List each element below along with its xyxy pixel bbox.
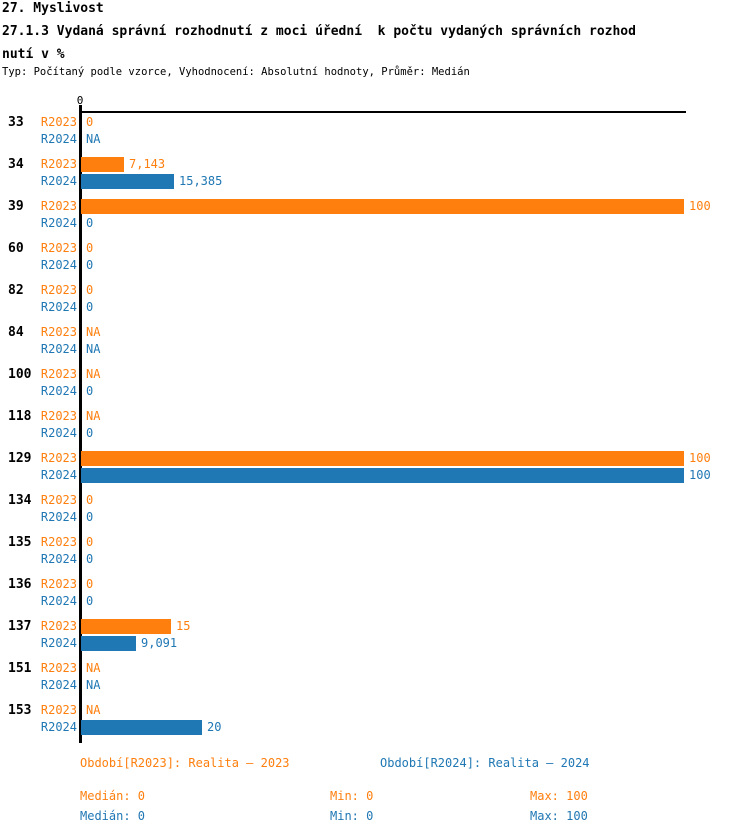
x-axis-tick-label: 0 <box>76 94 84 107</box>
value-label-r2023-cat-153: NA <box>86 703 101 717</box>
series-label-r2024: R2024 <box>40 384 77 398</box>
value-label-r2024-cat-136: 0 <box>86 594 94 608</box>
value-label-r2024-cat-84: NA <box>86 342 101 356</box>
value-label-r2024-cat-33: NA <box>86 132 101 146</box>
series-label-r2023: R2023 <box>40 367 77 381</box>
category-label: 134 <box>8 493 32 508</box>
bar-r2024-cat-34 <box>81 174 174 189</box>
stat-min-r2024: Min: 0 <box>330 809 374 823</box>
bar-r2024-cat-129 <box>81 468 684 483</box>
category-label: 82 <box>8 283 24 298</box>
y-axis-line <box>79 105 82 743</box>
stat-max-r2023: Max: 100 <box>530 789 588 803</box>
chart-title-line-2: nutí v % <box>2 47 65 62</box>
series-label-r2024: R2024 <box>40 594 77 608</box>
category-label: 118 <box>8 409 32 424</box>
value-label-r2024-cat-118: 0 <box>86 426 94 440</box>
category-label: 151 <box>8 661 32 676</box>
series-label-r2024: R2024 <box>40 552 77 566</box>
series-label-r2023: R2023 <box>40 619 77 633</box>
stat-median-r2024: Medián: 0 <box>80 809 146 823</box>
value-label-r2024-cat-135: 0 <box>86 552 94 566</box>
series-label-r2023: R2023 <box>40 115 77 129</box>
series-label-r2023: R2023 <box>40 577 77 591</box>
value-label-r2023-cat-100: NA <box>86 367 101 381</box>
bar-r2024-cat-153 <box>81 720 202 735</box>
series-label-r2024: R2024 <box>40 510 77 524</box>
x-axis-line <box>80 111 686 113</box>
series-label-r2024: R2024 <box>40 720 77 734</box>
series-label-r2024: R2024 <box>40 174 77 188</box>
value-label-r2024-cat-153: 20 <box>207 720 222 734</box>
series-label-r2024: R2024 <box>40 636 77 650</box>
value-label-r2023-cat-129: 100 <box>689 451 711 465</box>
series-label-r2024: R2024 <box>40 216 77 230</box>
series-label-r2023: R2023 <box>40 451 77 465</box>
bar-r2024-cat-137 <box>81 636 136 651</box>
value-label-r2024-cat-100: 0 <box>86 384 94 398</box>
category-label: 60 <box>8 241 24 256</box>
section-heading: 27. Myslivost <box>2 1 104 16</box>
value-label-r2023-cat-134: 0 <box>86 493 94 507</box>
value-label-r2023-cat-135: 0 <box>86 535 94 549</box>
bar-r2023-cat-137 <box>81 619 171 634</box>
series-label-r2023: R2023 <box>40 493 77 507</box>
series-label-r2023: R2023 <box>40 199 77 213</box>
chart-title-line-1: 27.1.3 Vydaná správní rozhodnutí z moci … <box>2 24 636 39</box>
value-label-r2023-cat-39: 100 <box>689 199 711 213</box>
series-label-r2023: R2023 <box>40 325 77 339</box>
value-label-r2023-cat-34: 7,143 <box>129 157 166 171</box>
category-label: 100 <box>8 367 32 382</box>
legend-period-r2023: Období[R2023]: Realita – 2023 <box>80 756 290 770</box>
stat-min-r2023: Min: 0 <box>330 789 374 803</box>
value-label-r2024-cat-39: 0 <box>86 216 94 230</box>
series-label-r2024: R2024 <box>40 132 77 146</box>
series-label-r2024: R2024 <box>40 678 77 692</box>
value-label-r2023-cat-151: NA <box>86 661 101 675</box>
series-label-r2023: R2023 <box>40 535 77 549</box>
series-label-r2024: R2024 <box>40 300 77 314</box>
value-label-r2024-cat-34: 15,385 <box>179 174 223 188</box>
category-label: 135 <box>8 535 32 550</box>
value-label-r2023-cat-118: NA <box>86 409 101 423</box>
series-label-r2024: R2024 <box>40 426 77 440</box>
category-label: 129 <box>8 451 32 466</box>
value-label-r2023-cat-82: 0 <box>86 283 94 297</box>
category-label: 153 <box>8 703 32 718</box>
category-label: 137 <box>8 619 32 634</box>
series-label-r2023: R2023 <box>40 283 77 297</box>
series-label-r2023: R2023 <box>40 409 77 423</box>
stat-median-r2023: Medián: 0 <box>80 789 146 803</box>
value-label-r2024-cat-137: 9,091 <box>141 636 178 650</box>
series-label-r2023: R2023 <box>40 661 77 675</box>
value-label-r2023-cat-84: NA <box>86 325 101 339</box>
category-label: 34 <box>8 157 24 172</box>
value-label-r2023-cat-136: 0 <box>86 577 94 591</box>
value-label-r2024-cat-82: 0 <box>86 300 94 314</box>
series-label-r2024: R2024 <box>40 258 77 272</box>
value-label-r2024-cat-129: 100 <box>689 468 711 482</box>
bar-r2023-cat-129 <box>81 451 684 466</box>
bar-r2023-cat-34 <box>81 157 124 172</box>
value-label-r2023-cat-137: 15 <box>176 619 191 633</box>
legend-period-r2024: Období[R2024]: Realita – 2024 <box>380 756 590 770</box>
series-label-r2023: R2023 <box>40 157 77 171</box>
chart-meta-info: Typ: Počítaný podle vzorce, Vyhodnocení:… <box>2 66 470 78</box>
category-label: 84 <box>8 325 24 340</box>
series-label-r2024: R2024 <box>40 468 77 482</box>
stat-max-r2024: Max: 100 <box>530 809 588 823</box>
category-label: 33 <box>8 115 24 130</box>
value-label-r2024-cat-60: 0 <box>86 258 94 272</box>
value-label-r2023-cat-33: 0 <box>86 115 94 129</box>
series-label-r2023: R2023 <box>40 241 77 255</box>
series-label-r2024: R2024 <box>40 342 77 356</box>
category-label: 136 <box>8 577 32 592</box>
bar-r2023-cat-39 <box>81 199 684 214</box>
value-label-r2024-cat-134: 0 <box>86 510 94 524</box>
series-label-r2023: R2023 <box>40 703 77 717</box>
category-label: 39 <box>8 199 24 214</box>
value-label-r2023-cat-60: 0 <box>86 241 94 255</box>
value-label-r2024-cat-151: NA <box>86 678 101 692</box>
